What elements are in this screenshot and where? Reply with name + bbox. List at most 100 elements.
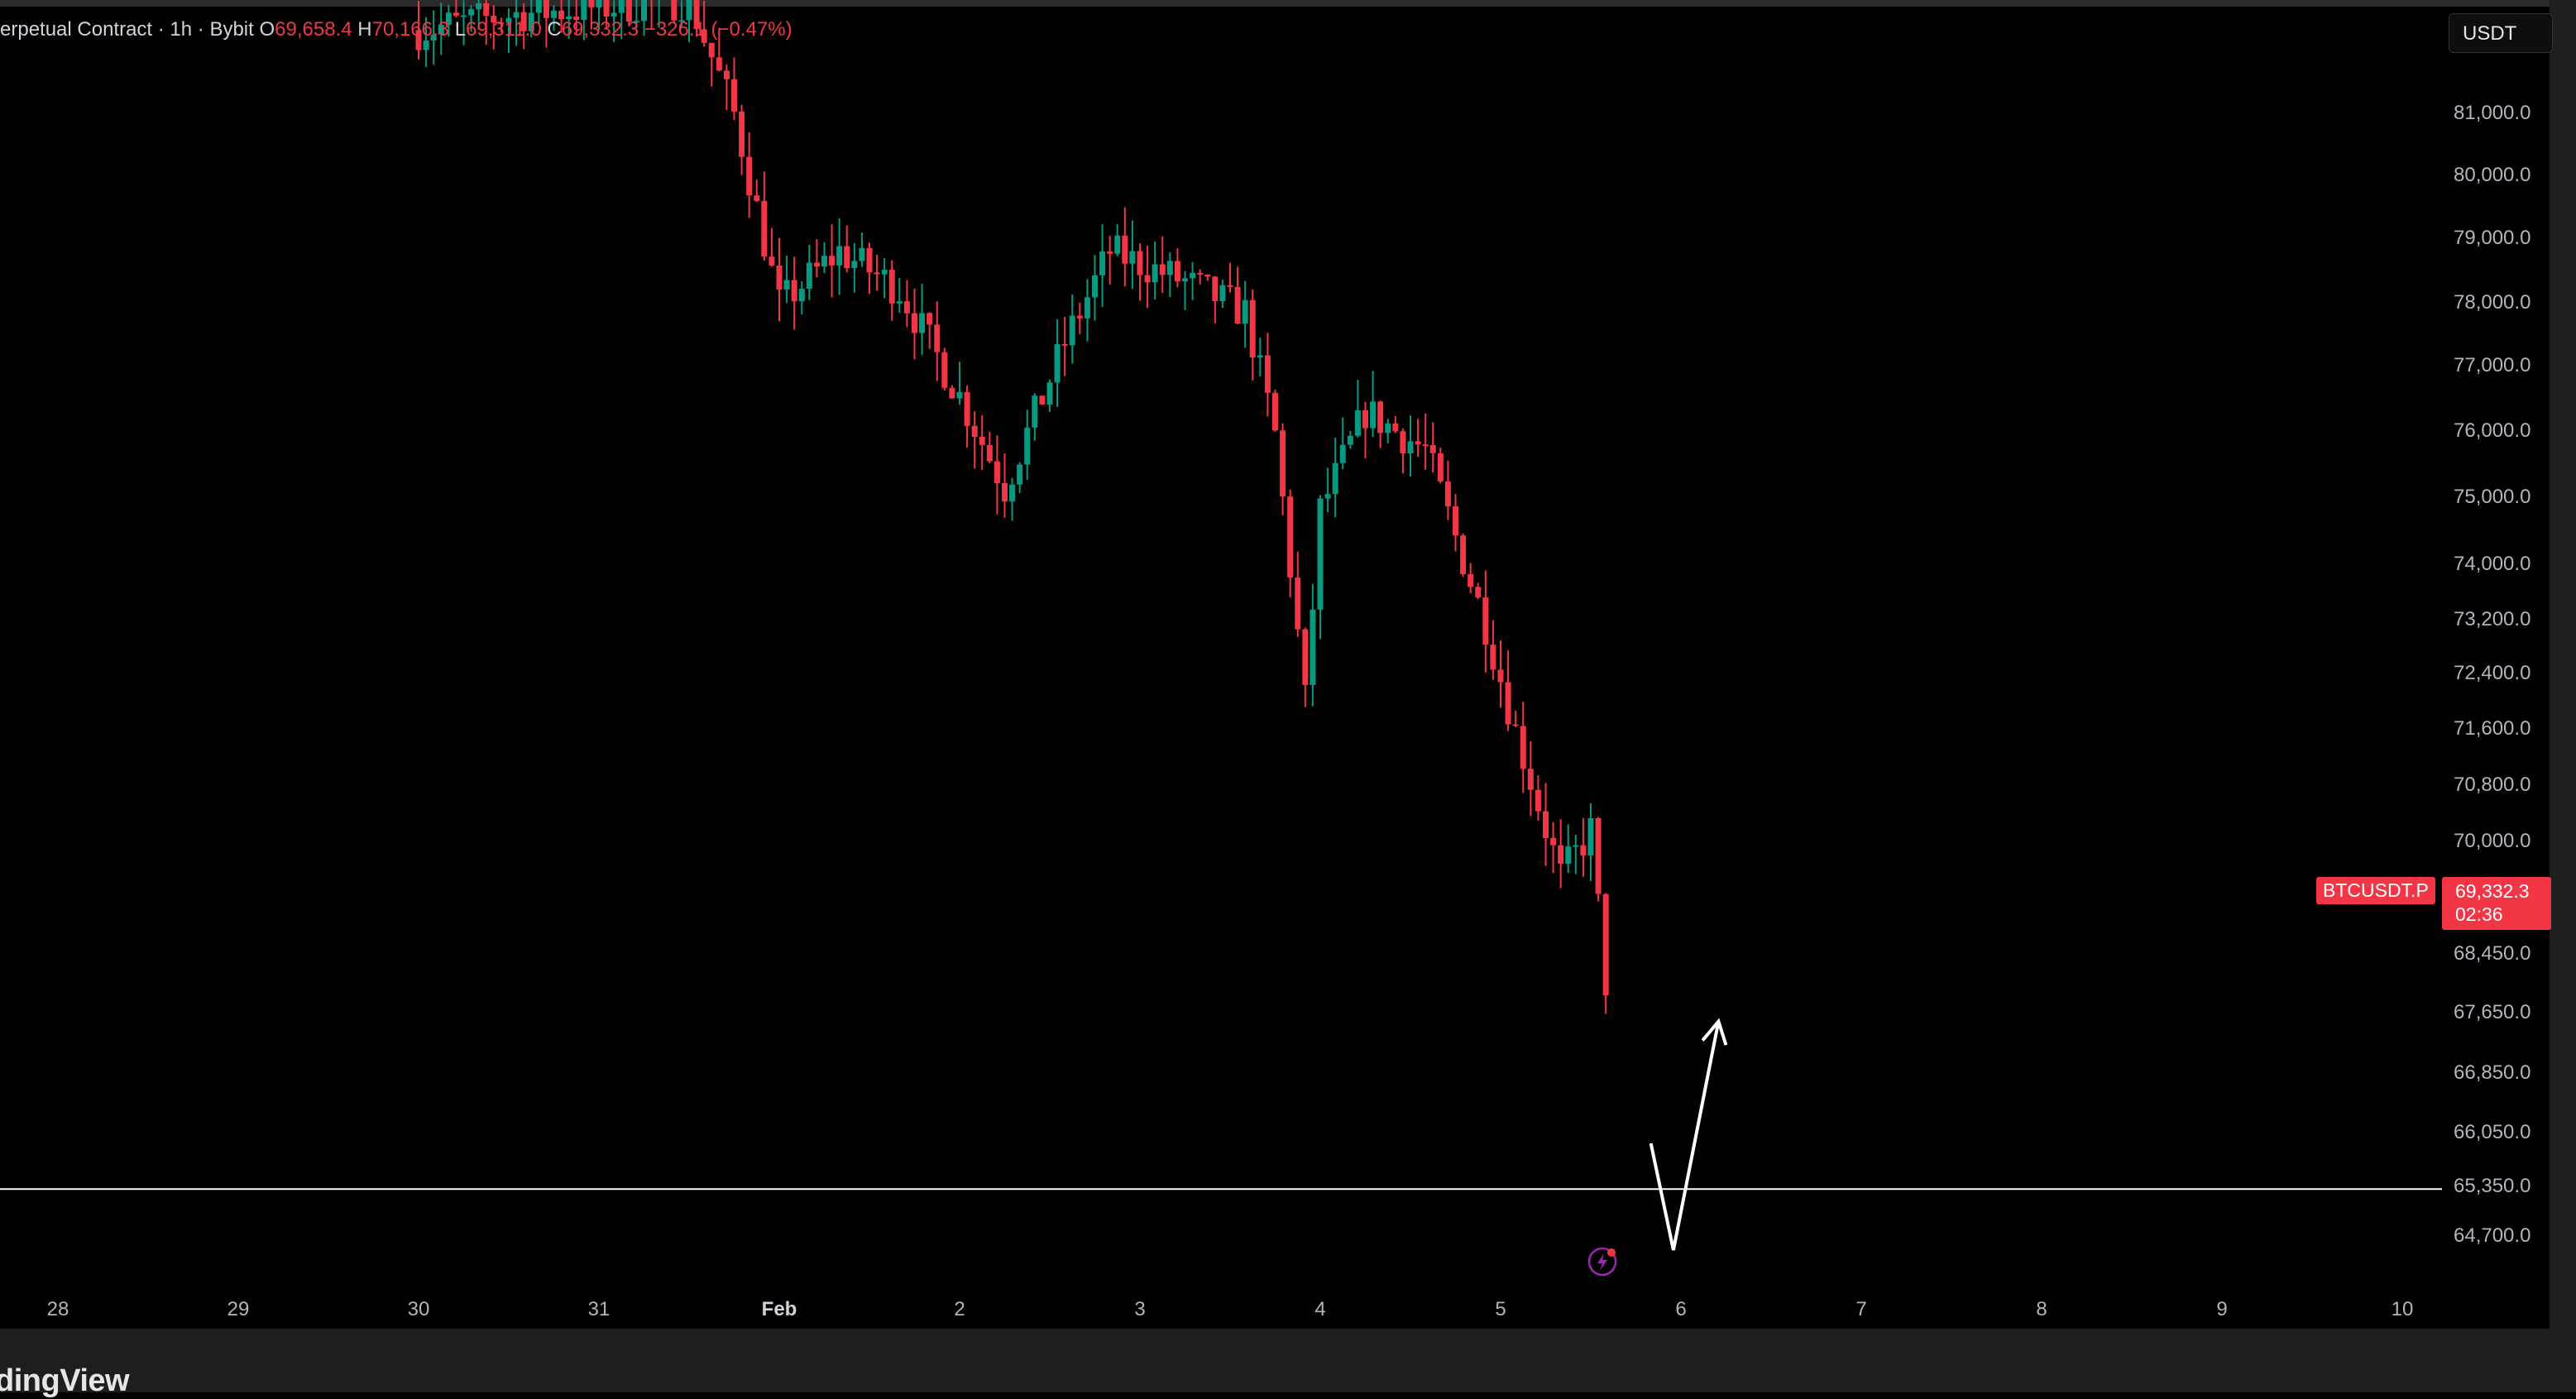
lightning-icon[interactable] (1587, 1246, 1618, 1277)
candle-body (558, 10, 565, 20)
candle-body (1280, 430, 1286, 497)
y-tick-label: 81,000.0 (2454, 102, 2531, 124)
candle-body (693, 0, 700, 30)
bar-countdown: 02:36 (2455, 903, 2503, 925)
y-tick-label: 70,000.0 (2454, 830, 2531, 852)
candle-body (1347, 435, 1353, 445)
x-tick-label: 30 (408, 1298, 430, 1320)
close-value: 69,332.3 (561, 18, 639, 41)
candle-body (1407, 441, 1414, 453)
candle-body (452, 12, 459, 16)
candle-body (438, 24, 444, 35)
candle-body (881, 270, 888, 275)
candle-body (1137, 251, 1143, 275)
candle-body (1535, 789, 1541, 812)
candle-body (1024, 427, 1031, 465)
candle-body (1602, 894, 1609, 996)
candle-body (1099, 251, 1106, 275)
candle-body (798, 288, 805, 302)
ohlc-legend: erpetual Contract · 1h · Bybit O69,658.4… (0, 18, 792, 41)
candle-body (1190, 272, 1196, 279)
candle-body (1174, 261, 1180, 282)
candle-body (1587, 818, 1594, 856)
candle-body (513, 12, 520, 18)
candle-body (1565, 846, 1572, 865)
candle-body (1159, 264, 1166, 275)
candle-body (1257, 355, 1263, 358)
candle-body (1017, 464, 1023, 485)
close-label: C (547, 18, 562, 41)
candle-body (783, 280, 790, 290)
y-tick-label: 66,850.0 (2454, 1061, 2531, 1084)
y-tick-label: 79,000.0 (2454, 227, 2531, 249)
symbol-description: erpetual Contract · 1h · Bybit (0, 18, 254, 41)
price-axis[interactable] (2442, 7, 2550, 1327)
candle-body (543, 0, 549, 18)
candle-body (1354, 410, 1361, 436)
candle-body (859, 247, 865, 261)
y-tick-label: 67,650.0 (2454, 1001, 2531, 1023)
y-tick-label: 64,700.0 (2454, 1224, 2531, 1247)
candle-body (1512, 724, 1519, 726)
candle-body (625, 0, 632, 22)
candle-body (588, 0, 595, 7)
candle-body (430, 34, 437, 41)
candle-body (1543, 811, 1549, 838)
y-tick-label: 68,450.0 (2454, 942, 2531, 965)
candle-body (761, 200, 768, 257)
candle-body (708, 42, 715, 58)
candle-body (776, 265, 783, 290)
candle-body (1310, 609, 1316, 686)
footer-bar (0, 1329, 2550, 1392)
candle-body (483, 3, 490, 17)
candle-body (1032, 395, 1038, 428)
candle-body (445, 12, 452, 25)
x-tick-label: 7 (1855, 1298, 1866, 1320)
candle-body (731, 79, 737, 112)
candle-body (1219, 285, 1226, 302)
candle-body (1234, 286, 1241, 324)
candle-body (919, 313, 926, 333)
x-tick-label: 4 (1314, 1298, 1325, 1320)
candle-body (1475, 587, 1482, 598)
candle-body (851, 261, 858, 268)
candle-body (1437, 453, 1444, 482)
candle-body (1144, 275, 1151, 283)
candle-body (1227, 285, 1233, 287)
chart-pane[interactable] (0, 7, 2442, 1327)
candle-body (1595, 818, 1602, 894)
candle-body (491, 16, 497, 23)
candle-body (528, 12, 534, 31)
candle-body (1339, 444, 1346, 463)
candle-body (836, 246, 843, 266)
x-tick-label: 28 (47, 1298, 69, 1320)
candle-body (423, 40, 429, 50)
arrow-annotation[interactable] (1649, 1021, 1721, 1251)
currency-button[interactable]: USDT (2449, 13, 2553, 53)
candle-body (1505, 682, 1511, 725)
candle-body (1362, 410, 1368, 429)
candle-body (768, 256, 775, 266)
candle-body (1392, 423, 1399, 432)
y-tick-label: 76,000.0 (2454, 419, 2531, 442)
low-label: L (454, 18, 467, 41)
candle-body (1204, 274, 1211, 277)
candle-body (1046, 382, 1053, 405)
candle-body (1377, 401, 1384, 434)
candle-body (888, 270, 895, 304)
candle-body (1182, 278, 1188, 282)
candle-body (1415, 441, 1421, 445)
x-tick-label: 6 (1675, 1298, 1686, 1320)
y-tick-label: 78,000.0 (2454, 291, 2531, 314)
candle-body (829, 256, 836, 266)
top-border (0, 0, 2576, 7)
candle-body (844, 246, 850, 268)
x-tick-label: Feb (762, 1298, 797, 1320)
x-tick-label: 31 (588, 1298, 610, 1320)
candle-body (739, 111, 745, 157)
candle-body (1197, 272, 1204, 275)
y-tick-label: 71,600.0 (2454, 717, 2531, 740)
candle-body (941, 352, 948, 388)
low-value: 69,311.0 (466, 18, 542, 41)
